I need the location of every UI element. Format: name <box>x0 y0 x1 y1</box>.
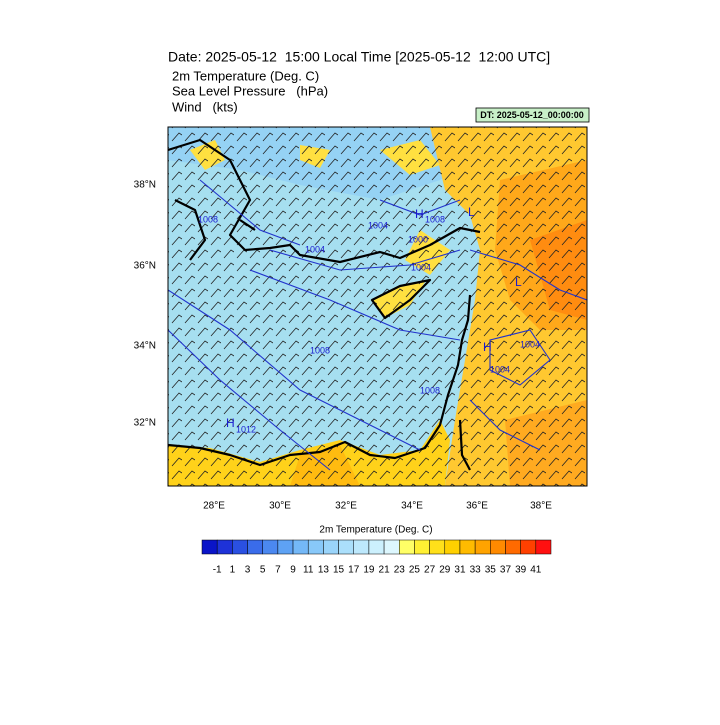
colorbar-label: 17 <box>348 565 360 576</box>
colorbar-box <box>520 539 537 555</box>
contour-labels: 1008 1004 1004 1000 1004 1008 1008 1004 … <box>198 205 540 434</box>
colorbar-box <box>277 539 294 555</box>
colorbar-label: 7 <box>275 565 281 576</box>
lat-label: 38°N <box>134 180 156 191</box>
colorbar-box <box>383 539 400 555</box>
colorbar-box <box>262 539 279 555</box>
lon-label: 38°E <box>530 501 552 512</box>
colorbar-box <box>201 539 218 555</box>
colorbar-box <box>490 539 506 555</box>
colorbar-label: 29 <box>439 565 451 576</box>
colorbar-label: 15 <box>333 565 345 576</box>
low-marker: L <box>468 205 475 219</box>
contour-label: 1008 <box>198 214 218 224</box>
colorbar-label: 3 <box>245 565 251 576</box>
colorbar-box <box>399 539 415 555</box>
lon-label: 34°E <box>401 501 423 512</box>
colorbar-box <box>216 539 233 555</box>
colorbar-label: 31 <box>454 565 466 576</box>
lon-label: 28°E <box>203 501 225 512</box>
colorbar-box <box>459 539 476 555</box>
lon-label: 32°E <box>335 501 357 512</box>
field-label: 2m Temperature (Deg. C) <box>172 68 319 83</box>
lat-label: 34°N <box>134 341 156 352</box>
colorbar-box <box>429 539 446 555</box>
field-label: Sea Level Pressure (hPa) <box>172 83 328 98</box>
low-marker: L <box>515 275 522 289</box>
colorbar-box <box>368 539 385 555</box>
colorbar-label: 41 <box>530 565 542 576</box>
colorbar-box <box>247 539 263 555</box>
valid-time-box <box>475 107 590 123</box>
colorbar-label: 35 <box>485 565 497 576</box>
colorbar-box <box>535 539 552 555</box>
contour-label: 1008 <box>420 385 440 395</box>
colorbar: -1 1 3 5 7 9 11 13 15 17 19 21 23 25 27 29 31 33 35 37 39 41 <box>201 539 552 576</box>
colorbar-box <box>338 539 354 555</box>
colorbar-label: 13 <box>318 565 330 576</box>
colorbar-label: 9 <box>290 565 296 576</box>
colorbar-box <box>353 539 370 555</box>
contour-label: 1012 <box>236 424 256 434</box>
colorbar-label: 21 <box>379 565 391 576</box>
lon-label: 30°E <box>269 501 291 512</box>
map <box>168 127 587 486</box>
lon-axis: 28°E 30°E 32°E 34°E 36°E 38°E <box>203 501 552 512</box>
colorbar-box <box>444 539 461 555</box>
colorbar-label: 11 <box>303 565 314 576</box>
colorbar-box <box>307 539 324 555</box>
contour-label: 1004 <box>305 244 325 254</box>
colorbar-box <box>323 539 339 555</box>
contour-label: 1000 <box>408 234 428 244</box>
lon-label: 36°E <box>466 501 488 512</box>
colorbar-box <box>232 539 248 555</box>
lat-label: 36°N <box>134 261 156 272</box>
field-label: Wind (kts) <box>172 99 238 114</box>
title: Date: 2025-05-12 15:00 Local Time [2025-… <box>168 49 550 65</box>
high-marker: H <box>226 416 235 430</box>
colorbar-label: 5 <box>260 565 266 576</box>
colorbar-label: 27 <box>424 565 436 576</box>
colorbar-box <box>474 539 491 555</box>
colorbar-label: 23 <box>394 565 406 576</box>
colorbar-box <box>292 539 309 555</box>
lat-axis: 38°N 36°N 34°N 32°N <box>134 180 156 429</box>
colorbar-label: 25 <box>409 565 421 576</box>
high-marker: H <box>415 207 424 221</box>
contour-label: 1008 <box>310 345 330 355</box>
colorbar-box <box>505 539 521 555</box>
map-frame <box>167 126 588 487</box>
contour-label: 1004 <box>411 262 431 272</box>
colorbar-box <box>414 539 430 555</box>
colorbar-title: 2m Temperature (Deg. C) <box>319 525 432 536</box>
colorbar-label: 1 <box>230 565 236 576</box>
high-marker: H <box>483 340 492 354</box>
lat-label: 32°N <box>134 418 156 429</box>
contour-label: 1004 <box>368 220 388 230</box>
colorbar-label: 33 <box>470 565 482 576</box>
colorbar-label: -1 <box>213 565 222 576</box>
valid-time: DT: 2025-05-12_00:00:00 <box>480 110 584 120</box>
contour-label: 1008 <box>425 214 445 224</box>
colorbar-label: 37 <box>500 565 512 576</box>
contour-label: 1004 <box>490 364 510 374</box>
colorbar-label: 39 <box>515 565 527 576</box>
contour-label: 1004 <box>520 339 540 349</box>
colorbar-label: 19 <box>363 565 375 576</box>
